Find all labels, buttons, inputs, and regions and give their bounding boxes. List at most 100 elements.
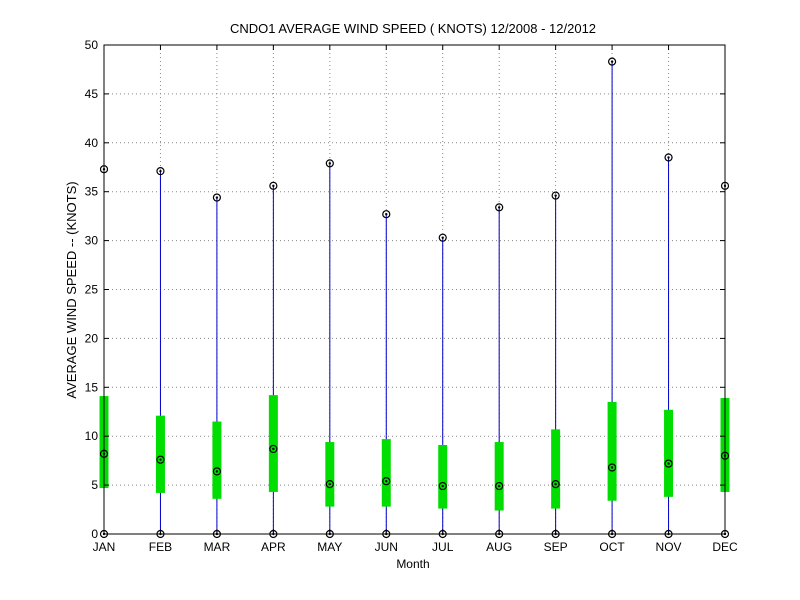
median-marker-dot (385, 479, 388, 483)
box-nov (664, 153, 674, 539)
median-marker (664, 459, 673, 468)
x-tick-label: OCT (599, 540, 625, 554)
y-tick-label: 30 (85, 234, 99, 248)
max-marker-ring (325, 159, 334, 168)
max-marker-ring (156, 167, 165, 176)
y-tick-label: 40 (85, 136, 99, 150)
box-feb (155, 167, 165, 539)
median-marker (438, 481, 447, 491)
median-marker (551, 480, 560, 489)
median-marker-dot (159, 458, 162, 461)
max-marker (156, 167, 165, 176)
max-marker (607, 57, 617, 66)
median-marker (269, 444, 278, 454)
iqr-box (551, 429, 561, 509)
y-tick-label: 50 (85, 38, 99, 52)
y-tick-label: 10 (85, 429, 99, 443)
median-marker-dot (272, 447, 275, 451)
median-marker-ring (269, 444, 278, 454)
max-marker (325, 159, 334, 168)
x-tick-label: FEB (149, 540, 172, 554)
box-apr (268, 181, 278, 539)
iqr-box (325, 442, 335, 507)
x-tick-label: SEP (544, 540, 568, 554)
axes: 0 5 10 15 20 25 30 35 40 45 50 JAN FEB MAR APR MAY JUN JU… (85, 38, 738, 554)
median-marker-ring (382, 477, 391, 486)
x-tick-label: JAN (93, 540, 116, 554)
max-marker-ring (495, 203, 504, 212)
x-tick-label: MAR (204, 540, 231, 554)
box-may (325, 159, 335, 539)
max-marker-dot (272, 184, 275, 188)
max-marker-ring (212, 193, 222, 202)
iqr-box (212, 421, 222, 499)
max-marker (382, 210, 391, 219)
box-jul (438, 233, 448, 539)
median-marker-ring (551, 480, 560, 489)
box-sep (551, 191, 561, 539)
x-tick-label: DEC (712, 540, 738, 554)
plot-frame (103, 44, 726, 535)
chart-title: CNDO1 AVERAGE WIND SPEED ( KNOTS) 12/200… (230, 21, 596, 36)
max-marker (438, 233, 447, 242)
median-marker-ring (212, 467, 222, 476)
max-marker-dot (159, 169, 162, 173)
max-marker (212, 193, 222, 202)
box-plots (99, 57, 730, 539)
median-marker-ring (325, 480, 334, 489)
box-jun (381, 210, 391, 539)
x-tick-label: JUL (432, 540, 454, 554)
max-marker-ring (438, 233, 447, 242)
x-tick-label: APR (261, 540, 286, 554)
iqr-box (155, 415, 165, 493)
y-tick-label: 20 (85, 331, 99, 345)
max-marker-ring (607, 57, 617, 66)
median-marker (212, 467, 222, 476)
grid-lines (104, 45, 725, 534)
median-marker-dot (441, 484, 444, 488)
y-tick-label: 5 (91, 478, 98, 492)
max-marker-dot (497, 206, 501, 209)
iqr-box (494, 442, 504, 511)
max-marker-dot (554, 194, 557, 197)
x-axis-label: Month (396, 557, 429, 571)
iqr-box (664, 409, 674, 497)
max-marker-dot (215, 196, 219, 199)
median-marker-ring (495, 481, 504, 491)
median-marker (607, 463, 617, 472)
median-marker (495, 481, 504, 491)
median-marker (325, 480, 334, 489)
y-tick-label: 35 (85, 185, 99, 199)
iqr-box (381, 439, 391, 507)
max-marker-ring (551, 191, 560, 200)
y-axis-label: AVERAGE WIND SPEED -- (KNOTS) (64, 181, 79, 398)
x-tick-label: JUN (375, 540, 398, 554)
max-marker (495, 203, 504, 212)
x-tick-label: MAY (317, 540, 342, 554)
max-marker-ring (382, 210, 391, 219)
y-tick-label: 0 (91, 527, 98, 541)
median-marker-ring (438, 481, 447, 491)
y-tick-label: 15 (85, 380, 99, 394)
x-tick-label: AUG (486, 540, 512, 554)
median-marker-dot (497, 484, 501, 488)
median-marker-ring (664, 459, 673, 468)
max-marker-dot (441, 236, 444, 239)
median-marker (156, 455, 165, 464)
y-tick-label: 45 (85, 87, 99, 101)
median-marker-dot (554, 482, 557, 486)
median-marker-dot (610, 466, 614, 469)
box-oct (607, 57, 617, 539)
median-marker-dot (667, 462, 670, 465)
max-marker (551, 191, 560, 200)
x-tick-label: NOV (656, 540, 682, 554)
max-marker-dot (667, 156, 670, 159)
median-marker-ring (156, 455, 165, 464)
max-marker-ring (269, 181, 278, 190)
max-marker (269, 181, 278, 190)
max-marker-dot (328, 162, 332, 165)
max-marker-dot (610, 60, 614, 63)
max-marker-ring (664, 153, 673, 162)
median-marker (382, 477, 391, 486)
iqr-box (268, 395, 278, 492)
